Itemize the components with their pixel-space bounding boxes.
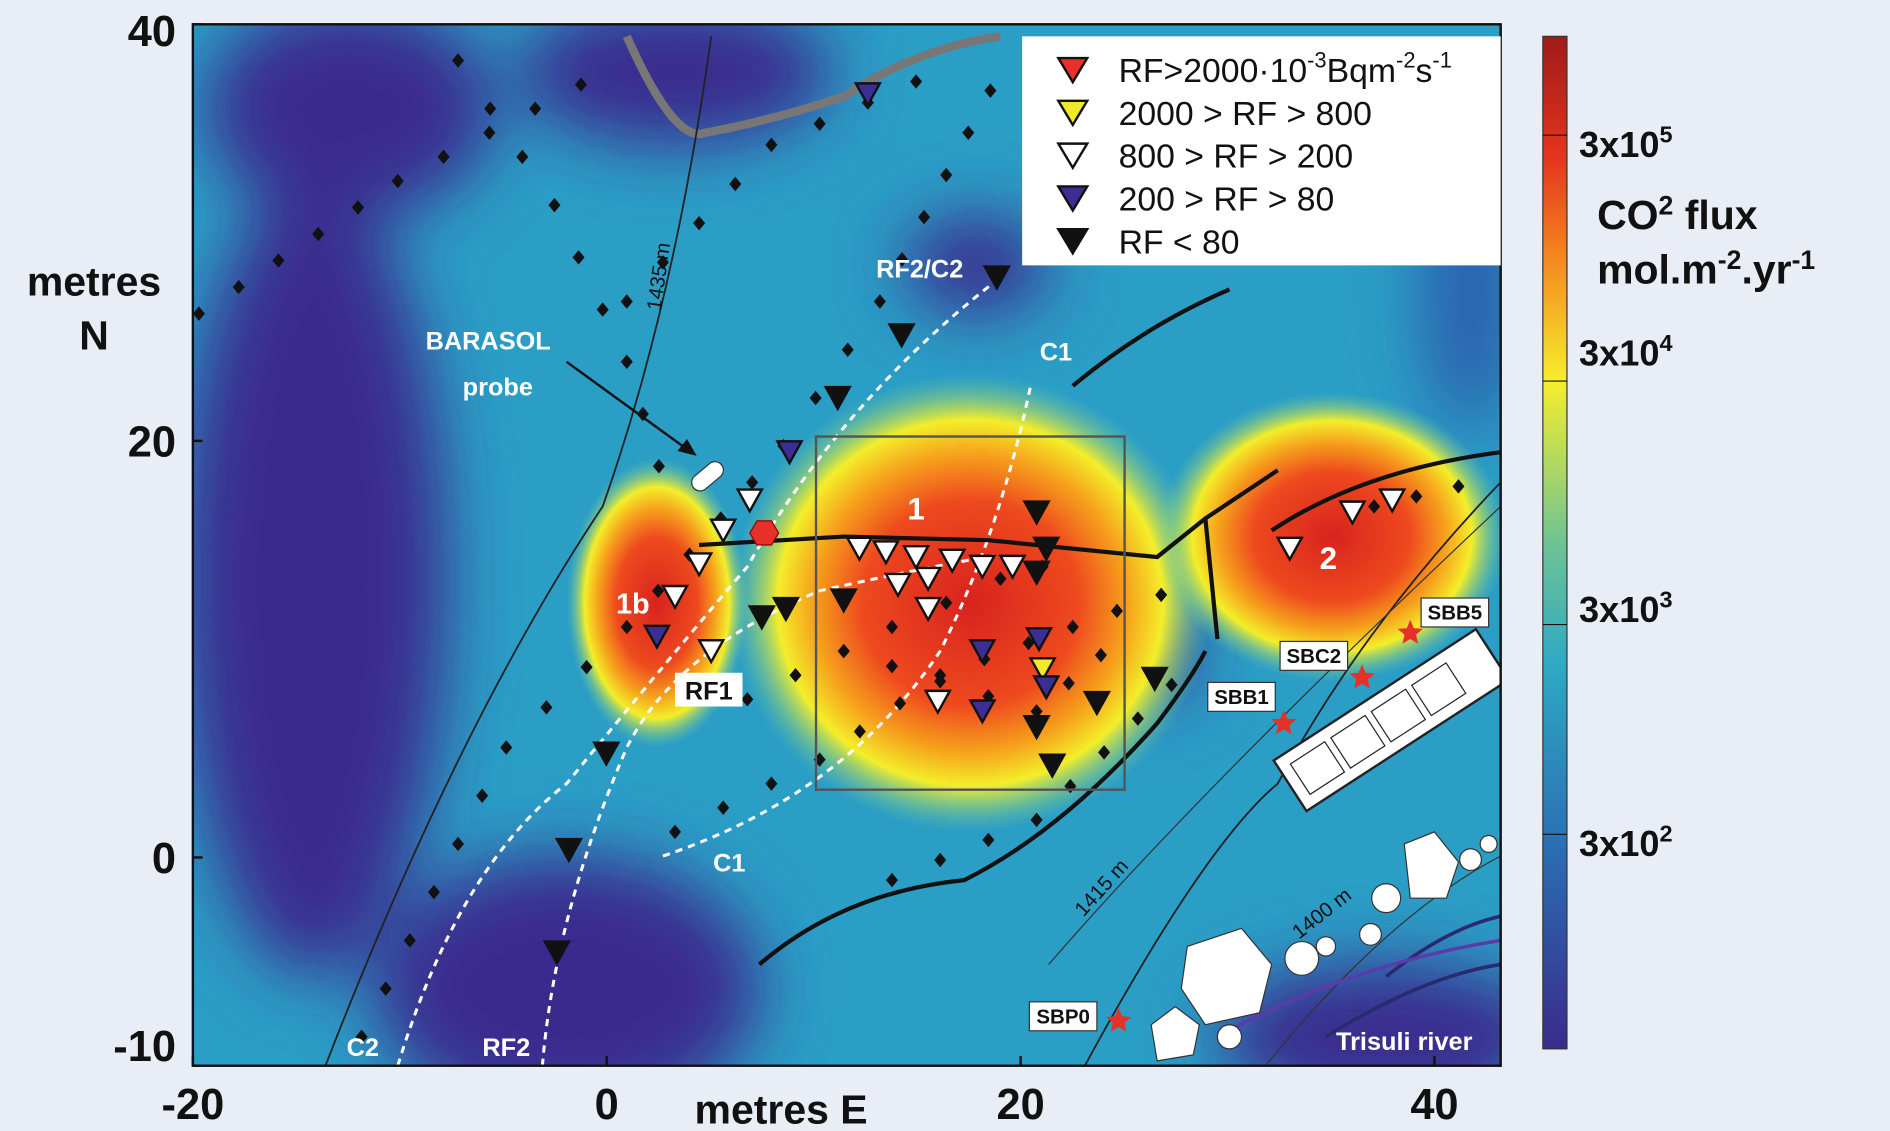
annotation: C1 (1040, 339, 1072, 367)
figure: metres N metres E 1435 m 1415 m 1400 m R… (0, 0, 1890, 1131)
legend-label-part: Bqm (1327, 52, 1396, 90)
zone-label: 1 (907, 492, 924, 527)
colorbar-title: CO2 flux (1597, 191, 1758, 238)
annotation: C1 (713, 850, 745, 878)
colorbar-label-part: 2 (1659, 821, 1672, 847)
x-tick-label: 20 (996, 1081, 1044, 1129)
colorbar-label-part: 3x10 (1579, 589, 1659, 630)
legend-label-part: RF < 80 (1119, 223, 1240, 261)
hotspot-2 (1157, 392, 1507, 681)
legend-label-part: -1 (1432, 48, 1451, 73)
annotation: RF2 (482, 1034, 530, 1062)
colorbar-title-part: -1 (1792, 245, 1816, 275)
zone-label: 2 (1320, 541, 1337, 576)
x-axis-label: metres E (695, 1087, 868, 1131)
colorbar-title-part: .yr (1741, 246, 1791, 292)
zone-label: 1b (616, 589, 650, 621)
legend-label: 2000 > RF > 800 (1119, 95, 1372, 133)
y-axis-label: metres (27, 259, 161, 305)
colorbar-label: 3x103 (1579, 587, 1673, 630)
colorbar (1543, 36, 1567, 1049)
y-tick-label: 20 (128, 419, 176, 467)
x-tick-label: 40 (1410, 1081, 1458, 1129)
colorbar-label-part: 3 (1659, 587, 1672, 613)
colorbar-label: 3x102 (1579, 821, 1673, 864)
annotation: RF2/C2 (876, 255, 963, 283)
colorbar-label-part: 4 (1659, 330, 1672, 356)
station-label: SBC2 (1287, 645, 1342, 668)
annotation: Trisuli river (1336, 1028, 1473, 1056)
legend-label-part: s (1416, 52, 1433, 90)
colorbar-label-part: 3x10 (1579, 332, 1659, 373)
annotation: C2 (347, 1034, 379, 1062)
legend-label-part: 2000 > RF > 800 (1119, 95, 1372, 133)
y-tick-label: 0 (152, 835, 176, 883)
colorbar-label: 3x105 (1579, 121, 1673, 164)
y-tick-label: -10 (113, 1023, 176, 1071)
legend-label-part: 800 > RF > 200 (1119, 138, 1354, 176)
colorbar-title-part: mol.m (1597, 246, 1718, 292)
x-tick-label: -20 (162, 1081, 225, 1129)
x-tick-label: 0 (595, 1081, 619, 1129)
station-label: SBB5 (1428, 602, 1483, 625)
colorbar-label-part: 5 (1659, 121, 1672, 147)
station-label: SBP0 (1036, 1006, 1090, 1029)
colorbar-label-part: 3x10 (1579, 823, 1659, 864)
legend-label-part: -3 (1307, 48, 1327, 73)
legend-label-part: -2 (1396, 48, 1416, 73)
y-tick-label: 40 (128, 8, 176, 56)
legend-label: 200 > RF > 80 (1119, 181, 1335, 219)
colorbar-title: mol.m-2.yr-1 (1597, 245, 1815, 292)
legend-label: RF < 80 (1119, 223, 1240, 261)
legend-label-part: 200 > RF > 80 (1119, 181, 1335, 219)
page: CO2 flux map html,body{margin:0;padding:… (0, 0, 1890, 1131)
colorbar-label-part: 3x10 (1579, 124, 1659, 165)
annotation: probe (463, 374, 533, 402)
colorbar-title-part: -2 (1718, 245, 1742, 275)
legend-label-part: RF>2000·10 (1119, 52, 1308, 90)
legend-label: 800 > RF > 200 (1119, 138, 1354, 176)
annotation: BARASOL (426, 328, 551, 356)
station-label: SBB1 (1214, 686, 1269, 709)
colorbar-label: 3x104 (1579, 330, 1673, 373)
colorbar-title-part: CO (1597, 192, 1658, 238)
body: metres N metres E 1435 m 1415 m 1400 m R… (0, 0, 1890, 1131)
colorbar-title-part: flux (1673, 192, 1757, 238)
colorbar-title-part: 2 (1659, 191, 1674, 221)
annotation: RF1 (685, 677, 733, 705)
y-axis-label: N (79, 313, 109, 359)
